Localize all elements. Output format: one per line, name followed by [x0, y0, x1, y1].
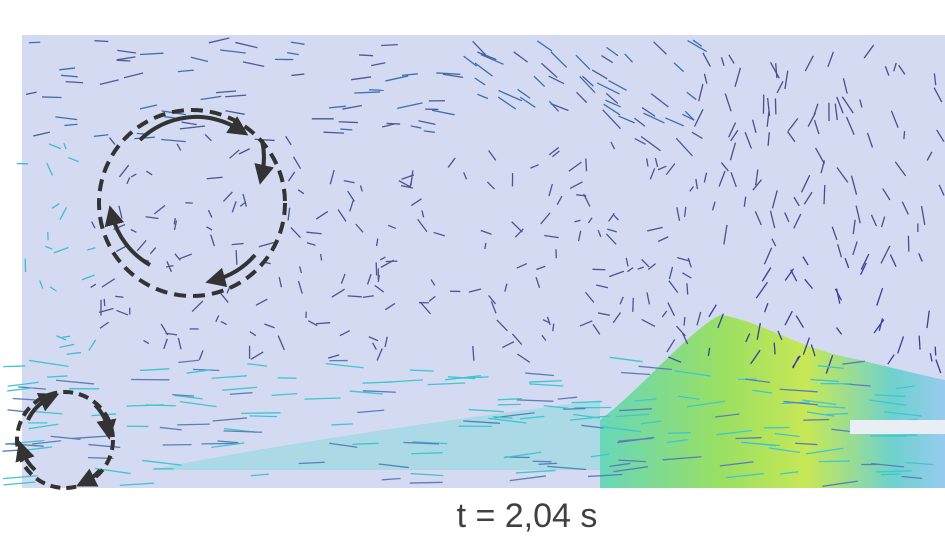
caption: t = 2,04 s [457, 497, 598, 535]
velocity-vector [885, 435, 916, 436]
rotation-arrow [262, 140, 264, 175]
velocity-vector [145, 405, 176, 406]
velocity-vector [359, 55, 373, 56]
velocity-vector [117, 60, 131, 61]
velocity-vector [340, 129, 352, 130]
velocity-vector [824, 185, 825, 204]
figure: t = 2,04 s [0, 0, 945, 546]
velocity-vector [633, 298, 634, 312]
velocity-vector [249, 416, 277, 417]
velocity-vector [803, 419, 829, 420]
velocity-vector [735, 438, 761, 439]
velocity-vector [95, 41, 109, 42]
velocity-vector [177, 424, 210, 425]
velocity-vector [935, 347, 936, 356]
velocity-vector [586, 159, 587, 172]
page: t = 2,04 s (() => { const data = JSON.pa… [0, 0, 945, 546]
velocity-vector [774, 343, 775, 355]
velocity-vector [684, 317, 685, 326]
velocity-vector [904, 131, 905, 139]
velocity-vector [104, 299, 105, 306]
velocity-vector [236, 250, 237, 265]
velocity-vector [410, 482, 443, 483]
velocity-vector [42, 97, 62, 98]
velocity-vector [339, 122, 358, 123]
velocity-vector [241, 413, 280, 414]
jet [850, 420, 945, 434]
velocity-vector [668, 433, 691, 434]
velocity-vector [381, 45, 398, 46]
velocity-vector [819, 461, 850, 462]
velocity-vector [881, 474, 901, 475]
velocity-vector [369, 90, 384, 91]
velocity-vector [3, 366, 25, 367]
velocity-vector [687, 283, 688, 294]
velocity-vector [919, 336, 920, 350]
